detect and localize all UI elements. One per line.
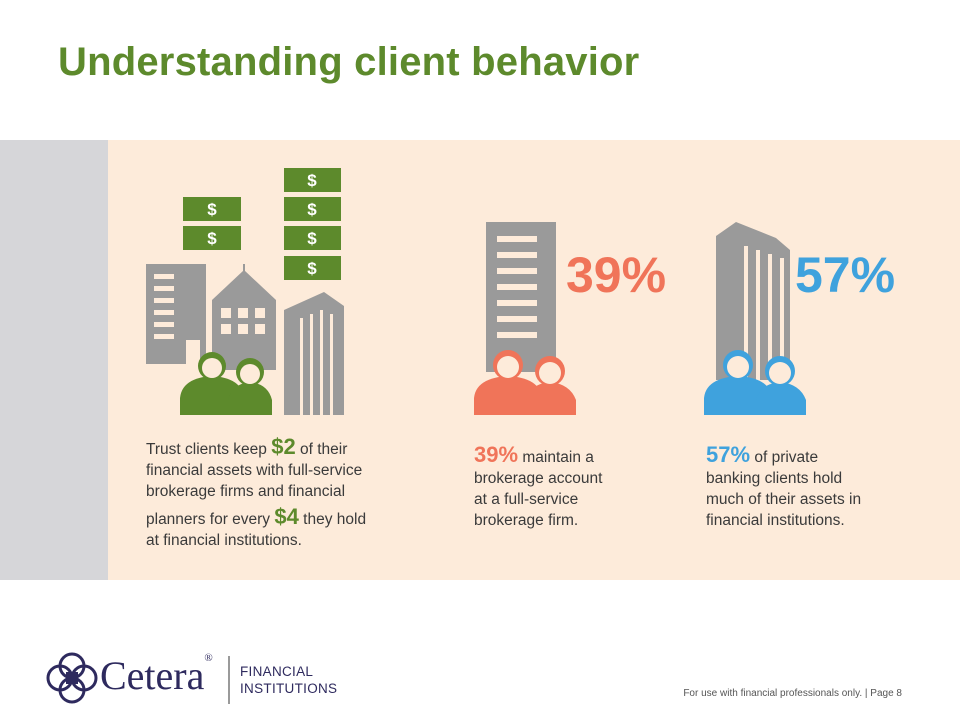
skyscraper-icon — [716, 222, 790, 380]
amount-2: $2 — [271, 434, 296, 459]
svg-text:$: $ — [307, 171, 317, 190]
client-couple-icon — [704, 350, 806, 415]
logo-divider — [228, 656, 230, 704]
dollar-bill-icon: $ — [284, 226, 341, 250]
client-couple-icon — [474, 350, 576, 415]
cetera-logo-wordmark: Cetera® — [100, 652, 213, 698]
office-building-icon — [486, 222, 556, 372]
stat-highlight-57: 57% — [706, 442, 751, 467]
stat-text-trust: Trust clients keep $2 of their financial… — [146, 434, 367, 550]
stat-text-private-banking: 57% of private banking clients hold much… — [706, 442, 862, 530]
dollar-bill-icon: $ — [284, 168, 341, 192]
government-building-icon — [212, 264, 276, 370]
svg-text:$: $ — [207, 200, 217, 219]
svg-text:$: $ — [307, 229, 317, 248]
skyscraper-icon — [284, 292, 344, 415]
stat-big-39: 39% — [566, 247, 667, 303]
svg-text:$: $ — [207, 229, 217, 248]
logo-subtitle: FINANCIAL INSTITUTIONS — [240, 664, 338, 696]
amount-4: $4 — [274, 504, 299, 529]
page-footer: For use with financial professionals onl… — [683, 688, 902, 699]
dollar-bill-icon: $ — [183, 226, 241, 250]
dollar-bill-icon: $ — [284, 256, 341, 280]
dollar-bill-icon: $ — [284, 197, 341, 221]
stat-big-57: 57% — [795, 247, 896, 303]
footer-disclaimer: For use with financial professionals onl… — [683, 688, 863, 699]
office-building-icon — [146, 264, 206, 364]
dollar-bill-icon: $ — [183, 197, 241, 221]
svg-text:$: $ — [307, 200, 317, 219]
band-side-bar — [0, 140, 108, 580]
client-couple-icon — [180, 352, 272, 415]
svg-text:$: $ — [307, 259, 317, 278]
page-number: Page 8 — [870, 688, 902, 699]
stat-highlight-39: 39% — [474, 442, 519, 467]
cetera-logo-center — [66, 672, 78, 684]
stat-text-brokerage: 39% maintain a brokerage account at a fu… — [474, 442, 603, 530]
page-title: Understanding client behavior — [58, 40, 640, 84]
